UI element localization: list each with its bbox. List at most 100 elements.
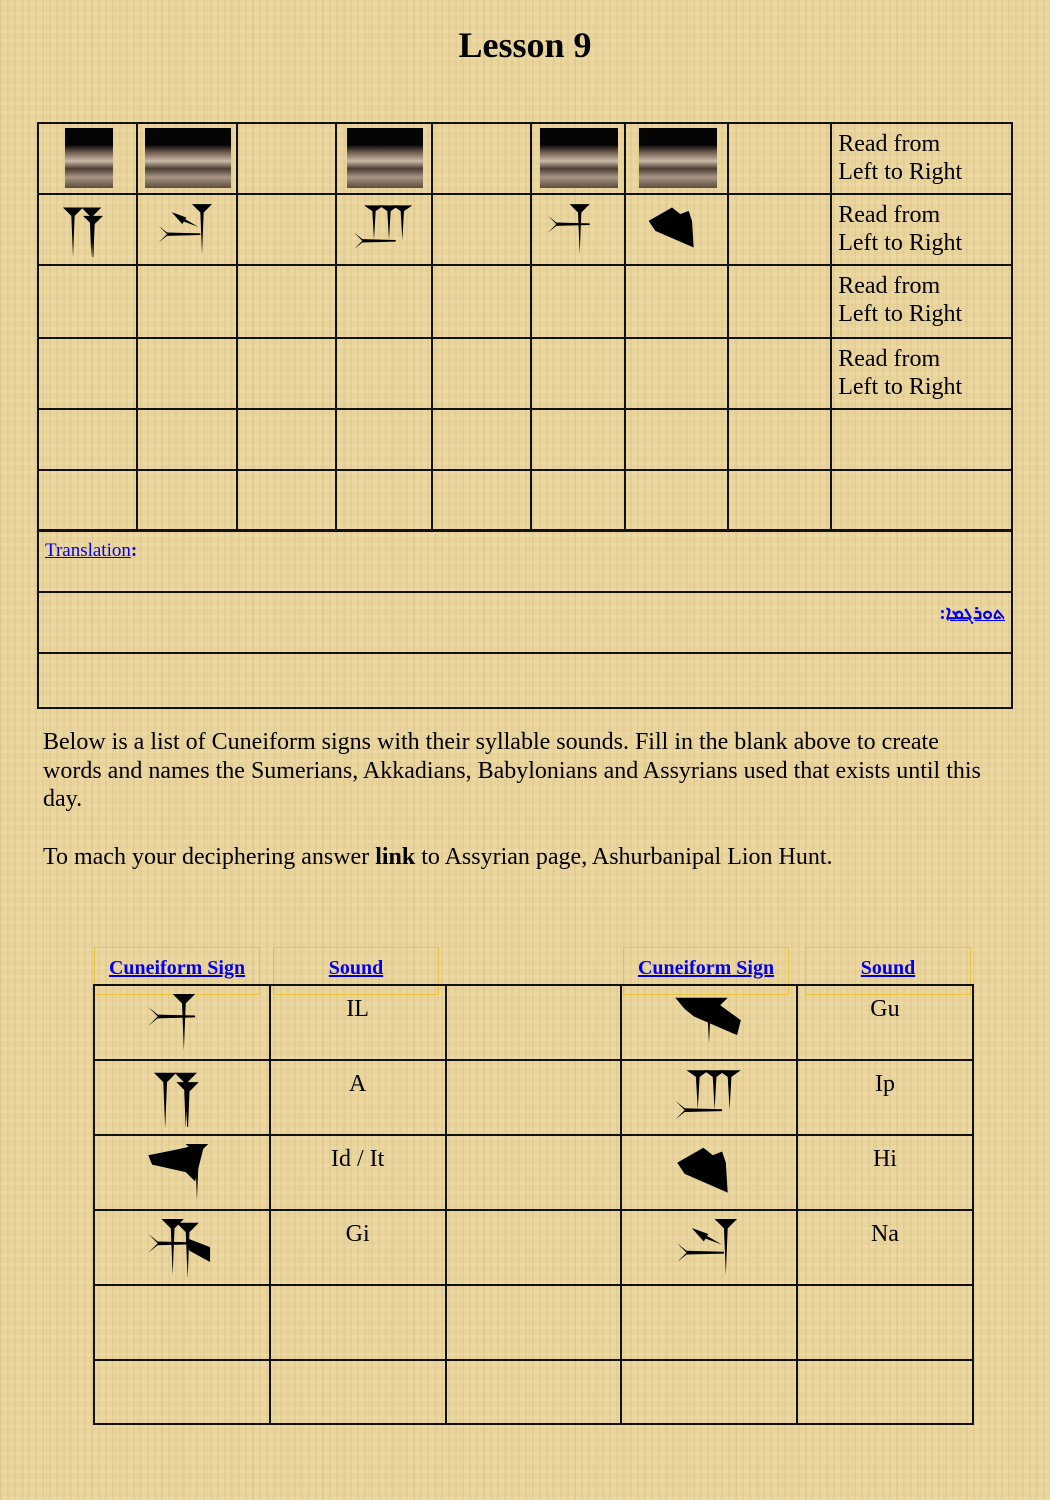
sign-cell[interactable] [236,408,338,471]
header-link[interactable]: Cuneiform Sign [108,957,246,979]
sign-cell [136,122,239,195]
tablet-photo-gi [64,128,113,188]
right-sound: Gu [795,984,975,1061]
sign-cell[interactable] [530,337,627,410]
sign-cell[interactable] [335,264,434,339]
sign-cell [530,122,627,195]
empty-cell [795,1284,975,1361]
cuneiform-a-icon [62,207,103,257]
sign-cell[interactable] [530,469,627,531]
spacer-cell [444,1209,623,1286]
empty-cell [444,1284,623,1361]
sign-cell[interactable] [36,264,139,339]
left-sound: Gi [268,1209,447,1286]
empty-cell [795,1359,975,1425]
sign-cell[interactable] [624,337,730,410]
sign-cell[interactable] [431,337,533,410]
header-link[interactable]: Sound [860,957,916,979]
sign-cell [236,122,338,195]
sign-cell[interactable] [431,408,533,471]
sign-cell[interactable] [727,408,833,471]
sign-cell [530,193,627,266]
sign-cell[interactable] [624,264,730,339]
left-sign-cell [93,1209,271,1286]
left-sound: A [268,1059,447,1136]
sign-cell[interactable] [36,408,139,471]
sign-table-row: Id / It Hi [93,1134,975,1211]
link-text-before: To mach your deciphering answer [43,844,376,870]
tablet-photo-ip [347,128,424,188]
page-title: Lesson 9 [458,25,592,65]
header-link[interactable]: Cuneiform Sign [637,957,775,979]
left-sound: Id / It [268,1134,447,1211]
sign-cell[interactable] [624,408,730,471]
direction-label: Read from Left to Right [838,131,963,185]
sign-cell[interactable] [530,408,627,471]
translation-colon: : [130,540,138,561]
header-link[interactable]: Sound [328,957,384,979]
sign-cell [136,193,239,266]
sign-cell[interactable] [136,337,239,410]
sign-cell [335,193,434,266]
cuneiform-gu-icon [675,997,741,1043]
cuneiform-na-icon [677,1218,738,1275]
right-sign-cell [620,1209,798,1286]
left-sign-cell [93,984,271,1061]
sign-cell[interactable] [727,337,833,410]
cuneiform-id-icon [148,1143,209,1200]
direction-cell: Read from Left to Right [830,337,1013,410]
empty-cell [620,1359,798,1425]
spacer-cell [444,1134,623,1211]
sign-cell[interactable] [136,408,239,471]
sign-cell[interactable] [136,469,239,531]
sign-table: IL Gu A Ip Id / It Hi Gi Na [93,984,975,1425]
sign-cell[interactable] [36,469,139,531]
translation-link[interactable]: Translation [45,540,131,561]
empty-cell [620,1284,798,1361]
translation-answer-cell[interactable] [37,652,1013,709]
link-paragraph: To mach your deciphering answer link to … [43,843,1003,872]
reading-row: Read from Left to Right [36,337,1013,410]
reading-row: Read from Left to Right [36,193,1013,266]
sign-cell[interactable] [236,469,338,531]
sign-cell[interactable] [335,469,434,531]
empty-cell [93,1284,271,1361]
sign-cell[interactable] [236,264,338,339]
direction-label: Read from Left to Right [838,202,963,256]
direction-label: Read from Left to Right [838,346,963,400]
direction-cell [830,408,1013,471]
sign-table-row [93,1359,975,1425]
reading-row: Read from Left to Right [36,264,1013,339]
cuneiform-hi-icon [648,207,694,247]
empty-cell [444,1359,623,1425]
translation-table: Translation: ܬܘܪܓܡܐ: [37,530,1013,709]
sign-cell[interactable] [236,337,338,410]
sign-cell[interactable] [335,337,434,410]
sign-cell [236,193,338,266]
sign-cell[interactable] [530,264,627,339]
sign-cell[interactable] [431,264,533,339]
cuneiform-a-icon [153,1072,199,1127]
native-translation-link[interactable]: ܬܘܪܓܡܐ [945,603,1005,624]
tablet-photo-hi [638,128,717,188]
sign-cell[interactable] [136,264,239,339]
sign-cell[interactable] [431,469,533,531]
sign-cell [431,193,533,266]
sign-cell[interactable] [727,264,833,339]
right-sound: Hi [795,1134,975,1211]
right-sound: Ip [795,1059,975,1136]
reading-row [36,469,1013,531]
sign-cell[interactable] [36,337,139,410]
direction-label: Read from Left to Right [838,273,963,327]
direction-cell [830,469,1013,531]
cuneiform-hi-icon [677,1147,728,1193]
link-word: link [375,844,416,870]
sign-cell[interactable] [335,408,434,471]
empty-cell [93,1359,271,1425]
link-text-after: to Assyrian page, Ashurbanipal Lion Hunt… [415,844,833,870]
cuneiform-il-icon [148,993,195,1050]
sign-cell [431,122,533,195]
sign-cell[interactable] [624,469,730,531]
sign-cell[interactable] [727,469,833,531]
